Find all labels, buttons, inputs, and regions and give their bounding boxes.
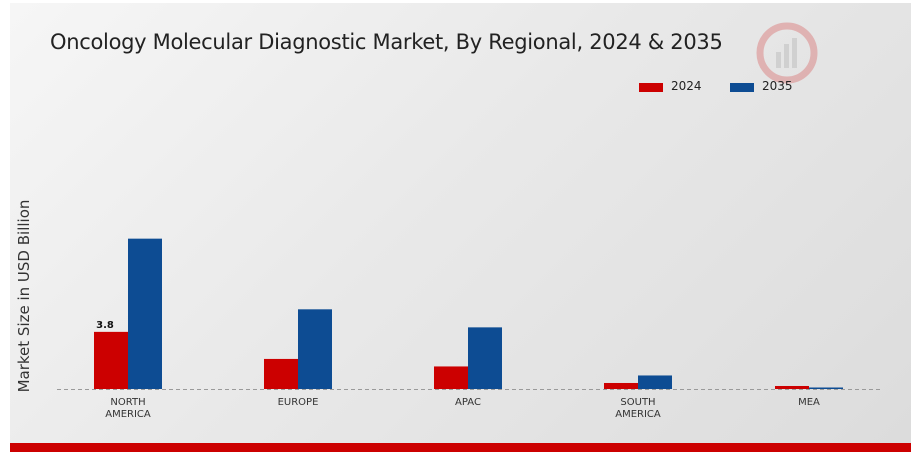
chart-title: Oncology Molecular Diagnostic Market, By… [50,30,723,54]
legend-label-2024: 2024 [671,79,702,93]
bar-2024-1 [264,358,298,389]
bar-2024-4 [775,385,809,389]
bar-2035-1 [298,309,332,389]
bar-2035-4 [809,387,843,389]
bar-2035-3 [638,375,672,389]
footer-accent-bar [10,443,911,452]
x-tick-label-1: EUROPE [278,397,319,408]
bar-2024-2 [434,366,468,389]
bar-2024-0 [94,331,128,389]
data-label-0: 3.8 [96,320,114,331]
x-tick-label-4: MEA [798,397,820,408]
bar-2024-3 [604,382,638,389]
bar-2035-0 [128,238,162,389]
bar-2035-2 [468,327,502,389]
x-tick-label-3: SOUTH AMERICA [615,397,661,420]
legend-label-2035: 2035 [762,79,793,93]
legend-swatch-2035 [730,83,754,92]
x-tick-label-2: APAC [455,397,481,408]
watermark-logo-icon [756,22,818,84]
x-tick-label-0: NORTH AMERICA [105,397,151,420]
legend-swatch-2024 [639,83,663,92]
